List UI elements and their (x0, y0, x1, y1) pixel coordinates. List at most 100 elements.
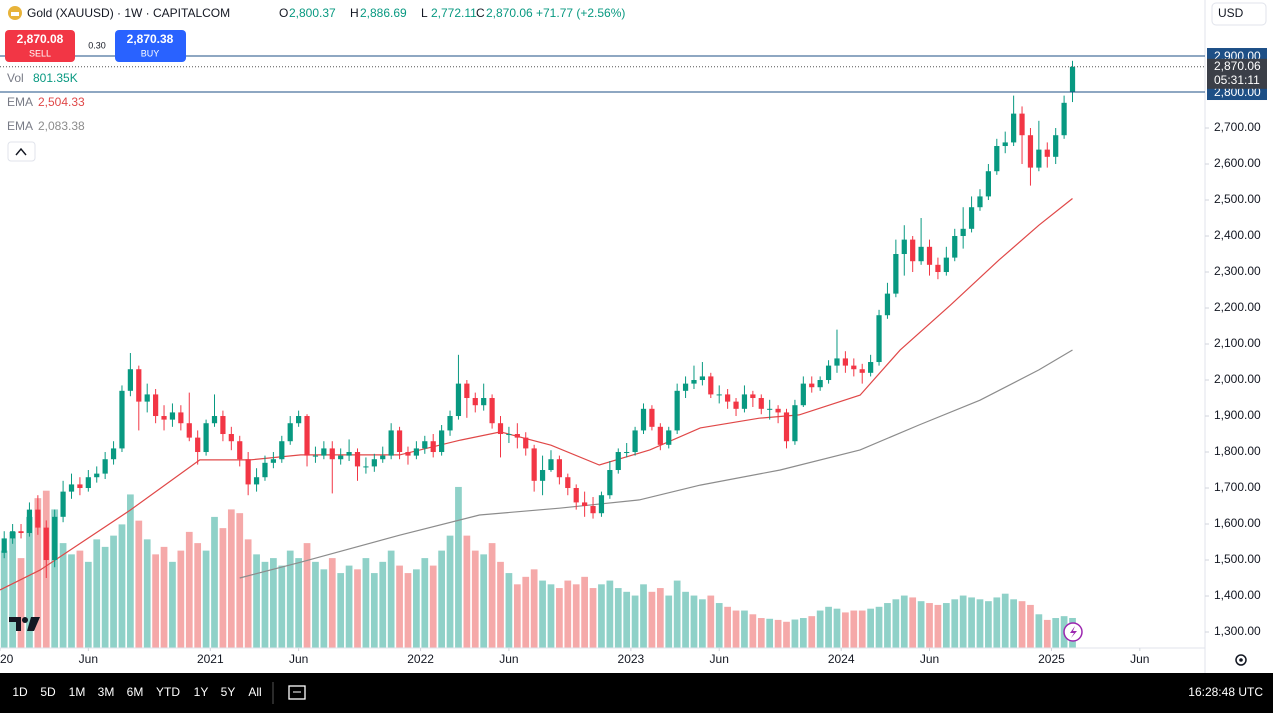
candle-body (910, 239, 916, 262)
ema-legend-value: 2,083.38 (38, 119, 85, 133)
ohlc-value: 2,870.06 (486, 6, 533, 20)
collapse-icon[interactable] (15, 147, 27, 156)
candle-body (750, 394, 756, 399)
volume-bar (362, 558, 370, 648)
candle-body (615, 452, 621, 471)
candle-body (455, 383, 462, 417)
y-tick-label: 2,000.00 (1214, 372, 1261, 386)
candle-body (1011, 113, 1017, 143)
x-tick-label: Jun (499, 652, 518, 666)
range-button[interactable]: 3M (98, 685, 115, 699)
candle-body (304, 416, 310, 456)
volume-bar (959, 595, 967, 648)
sell-label[interactable]: SELL (29, 48, 51, 58)
range-button[interactable]: 1M (69, 685, 86, 699)
x-tick-label: 2025 (1038, 652, 1065, 666)
volume-bar (934, 604, 942, 648)
candle-body (447, 416, 453, 431)
volume-bar (9, 531, 16, 648)
range-button[interactable]: 1Y (194, 685, 209, 699)
sell-price[interactable]: 2,870.08 (17, 32, 64, 46)
clock: 16:28:48 UTC (1188, 685, 1263, 699)
candle-body (203, 423, 209, 453)
volume-bar (505, 573, 513, 648)
candle-body (817, 380, 823, 388)
volume-bar (850, 610, 858, 648)
volume-bar (84, 561, 92, 648)
events-bolt[interactable] (1070, 626, 1077, 638)
candle-body (321, 448, 327, 456)
volume-bar (842, 612, 849, 648)
candle-body (733, 401, 739, 409)
range-button[interactable]: 5Y (221, 685, 236, 699)
candle-body (926, 246, 933, 265)
y-tick-label: 2,400.00 (1214, 228, 1261, 242)
volume-bar (227, 509, 235, 648)
candle-body (18, 531, 24, 534)
volume-bar (926, 603, 933, 648)
volume-bar (354, 569, 361, 648)
volume-bar (93, 539, 101, 648)
volume-bar (429, 565, 437, 648)
candle-body (649, 408, 655, 427)
settings-icon-dot[interactable] (1239, 658, 1243, 662)
currency-button[interactable] (1211, 2, 1267, 26)
volume-bar (463, 535, 471, 648)
volume-bar (471, 550, 479, 648)
buy-price[interactable]: 2,870.38 (127, 32, 174, 46)
sell-button[interactable] (5, 30, 75, 62)
volume-bar (320, 569, 328, 648)
volume-bar (0, 550, 8, 648)
candle-body (783, 412, 790, 442)
x-tick-label: Jun (79, 652, 98, 666)
range-button[interactable]: All (248, 685, 261, 699)
candle-body (178, 412, 184, 424)
volume-bar (438, 550, 445, 648)
currency[interactable]: USD (1218, 6, 1244, 20)
range-button[interactable]: 1D (12, 685, 28, 699)
volume-bar (699, 599, 706, 648)
volume-bar (59, 543, 67, 648)
volume-bar (421, 558, 429, 648)
volume-bar (219, 528, 227, 648)
volume-bar (690, 595, 698, 648)
last-price-box (1207, 58, 1267, 89)
candle-body (472, 398, 478, 406)
candle-body (607, 470, 613, 496)
settings-icon[interactable] (1235, 654, 1247, 666)
volume-bar (177, 550, 185, 648)
candle-body (624, 452, 630, 454)
candle-body (136, 369, 142, 402)
x-tick-label: Jun (710, 652, 729, 666)
candle-body (422, 441, 428, 449)
range-button[interactable]: 5D (40, 685, 56, 699)
candle-body (10, 531, 16, 539)
buy-button[interactable] (115, 30, 186, 62)
candle-body (346, 452, 352, 456)
volume-bar (396, 565, 403, 648)
volume-bar (749, 614, 757, 648)
volume-bar (707, 595, 715, 648)
volume-bar (51, 509, 59, 648)
last-price-label: 2,870.06 (1214, 59, 1261, 73)
range-button[interactable]: 6M (127, 685, 144, 699)
candle-body (893, 254, 899, 294)
candle-body (388, 430, 394, 456)
volume-bar (522, 576, 530, 648)
buy-label[interactable]: BUY (141, 48, 160, 58)
range-button[interactable]: YTD (156, 685, 180, 699)
volume-bar (783, 621, 790, 648)
date-range-icon[interactable] (288, 685, 306, 700)
y-tick-label: 1,800.00 (1214, 444, 1261, 458)
candle-body (725, 394, 731, 402)
candle-body (43, 527, 49, 561)
volume-bar (379, 561, 387, 648)
collapse-button[interactable] (7, 141, 36, 162)
candle-body (943, 257, 949, 273)
candle-body (825, 365, 832, 381)
volume-bar (387, 550, 395, 648)
volume-bar (757, 618, 765, 648)
candle-body (371, 459, 377, 467)
candle-body (834, 358, 840, 366)
candle-body (640, 408, 647, 431)
